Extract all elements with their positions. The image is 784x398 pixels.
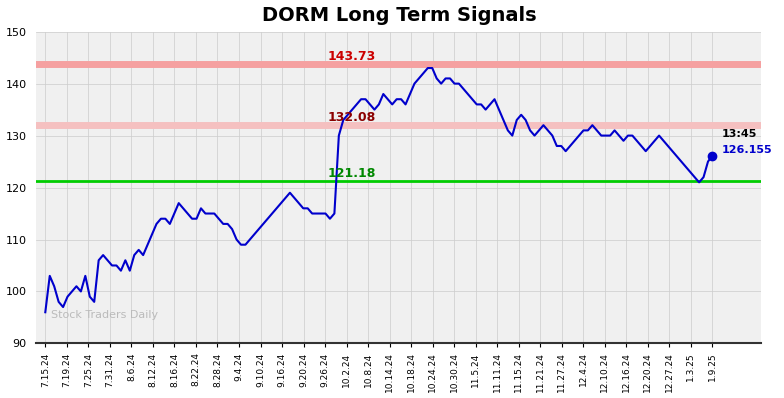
Text: Stock Traders Daily: Stock Traders Daily [51,310,158,320]
Text: 132.08: 132.08 [328,111,376,124]
Text: 121.18: 121.18 [328,167,376,180]
Text: 13:45: 13:45 [721,129,757,139]
Text: 143.73: 143.73 [328,50,376,63]
Text: 126.155: 126.155 [721,145,772,155]
Title: DORM Long Term Signals: DORM Long Term Signals [262,6,536,25]
